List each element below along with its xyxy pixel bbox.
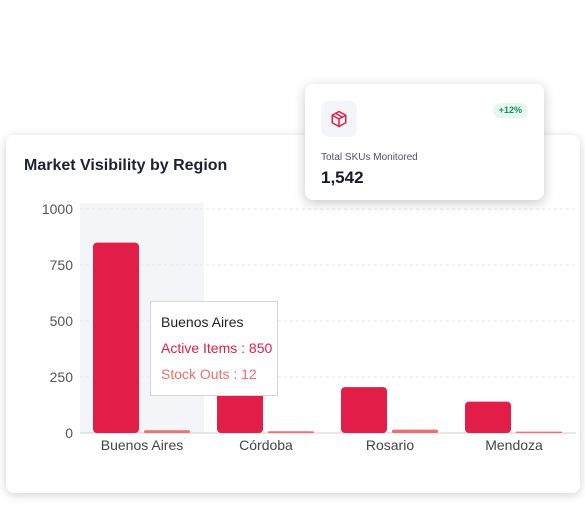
kpi-value: 1,542 bbox=[321, 168, 364, 187]
bar-stock-outs bbox=[144, 430, 190, 433]
y-tick-label: 1000 bbox=[42, 201, 73, 217]
package-icon bbox=[321, 101, 357, 137]
y-tick-label: 750 bbox=[50, 257, 74, 273]
kpi-label: Total SKUs Monitored bbox=[321, 152, 418, 163]
x-tick-label: Buenos Aires bbox=[101, 437, 184, 453]
chart-tooltip: Buenos Aires Active Items : 850 Stock Ou… bbox=[150, 301, 278, 396]
x-tick-label: Rosario bbox=[366, 437, 414, 453]
bar-stock-outs bbox=[268, 431, 314, 433]
tooltip-stock-outs: Stock Outs : 12 bbox=[161, 366, 257, 382]
bar-stock-outs bbox=[516, 431, 562, 433]
bar-stock-outs bbox=[392, 429, 438, 433]
kpi-card: +12% Total SKUs Monitored 1,542 bbox=[305, 84, 544, 200]
y-tick-label: 500 bbox=[50, 313, 74, 329]
bar-active-items bbox=[341, 387, 387, 433]
chart-title: Market Visibility by Region bbox=[24, 157, 228, 174]
y-tick-label: 0 bbox=[65, 425, 73, 441]
trend-badge: +12% bbox=[492, 103, 528, 118]
bar-active-items bbox=[465, 401, 511, 433]
x-tick-label: Córdoba bbox=[239, 437, 293, 453]
bar-active-items bbox=[93, 242, 139, 433]
x-tick-label: Mendoza bbox=[485, 437, 543, 453]
tooltip-title: Buenos Aires bbox=[161, 314, 244, 330]
tooltip-active-items: Active Items : 850 bbox=[161, 340, 273, 356]
y-tick-label: 250 bbox=[50, 369, 74, 385]
